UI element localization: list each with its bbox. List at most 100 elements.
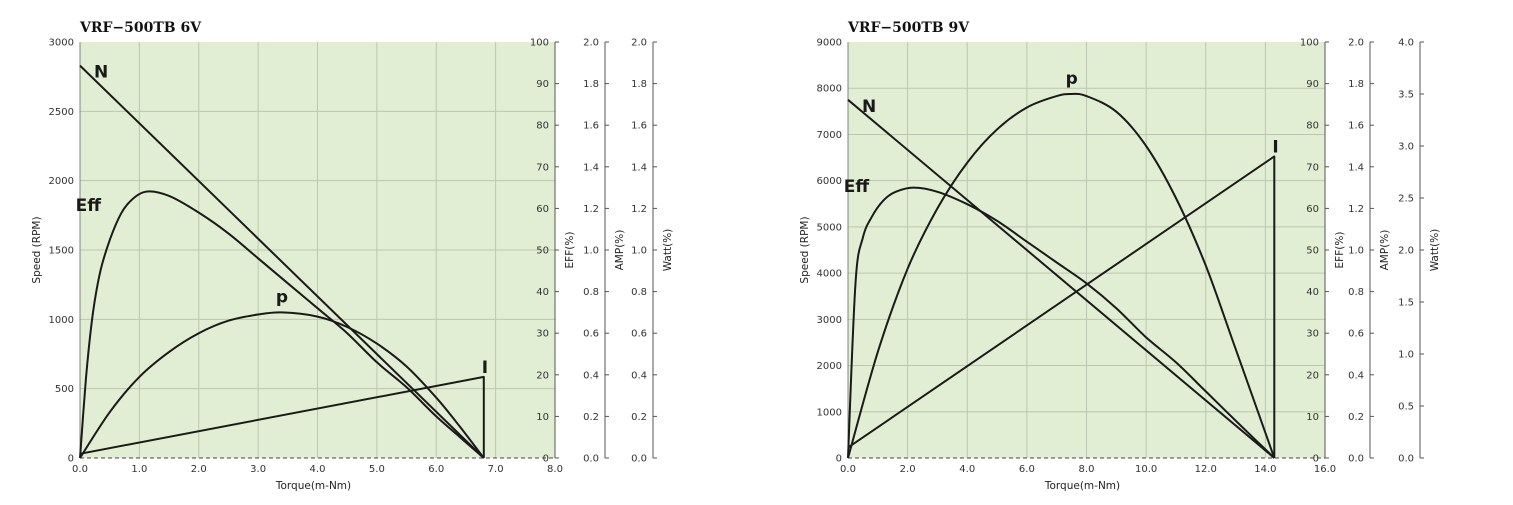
secondary-tick-label: 2.0 — [1398, 246, 1414, 257]
secondary-tick-label: 10 — [1306, 412, 1319, 423]
secondary-axis-label: AMP(%) — [1379, 230, 1391, 271]
x-tick-label: 16.0 — [1314, 464, 1336, 475]
secondary-tick-label: 0 — [1313, 454, 1319, 465]
series-label-p: p — [276, 287, 288, 307]
secondary-tick-label: 50 — [536, 246, 549, 257]
secondary-tick-label: 0.0 — [1348, 454, 1364, 465]
series-line-i — [79, 375, 485, 458]
y-tick-label: 8000 — [817, 84, 842, 95]
secondary-tick-label: 3.5 — [1398, 90, 1414, 101]
x-tick-label: 2.0 — [900, 464, 916, 475]
secondary-tick-label: 60 — [1306, 204, 1319, 215]
series-label-p: p — [1066, 69, 1078, 89]
secondary-tick-label: 0.0 — [631, 454, 647, 465]
secondary-axis-label: Watt(%) — [662, 229, 674, 272]
series-label-eff: Eff — [844, 177, 870, 197]
series-line-p — [847, 92, 1276, 459]
x-tick-label: 0.0 — [72, 464, 88, 475]
secondary-tick-label: 0.8 — [631, 287, 647, 298]
y-tick-label: 3000 — [817, 315, 842, 326]
secondary-tick-label: 100 — [530, 38, 549, 49]
secondary-tick-label: 1.2 — [583, 204, 599, 215]
x-tick-label: 3.0 — [250, 464, 266, 475]
secondary-tick-label: 3.0 — [1398, 142, 1414, 153]
secondary-axis-label: EFF(%) — [1334, 232, 1346, 269]
x-tick-label: 12.0 — [1195, 464, 1217, 475]
secondary-tick-label: 2.5 — [1398, 194, 1414, 205]
x-tick-label: 0.0 — [840, 464, 856, 475]
secondary-tick-label: 60 — [536, 204, 549, 215]
secondary-tick-label: 1.6 — [1348, 121, 1364, 132]
secondary-tick-label: 0.8 — [1348, 287, 1364, 298]
secondary-tick-label: 1.0 — [583, 246, 599, 257]
chart-title: VRF−500TB 6V — [79, 20, 202, 36]
y-tick-label: 1000 — [49, 315, 74, 326]
y-axis-label: Speed (RPM) — [31, 216, 43, 283]
y-tick-label: 2000 — [49, 176, 74, 187]
secondary-tick-label: 0.2 — [583, 412, 599, 423]
secondary-tick-label: 80 — [536, 121, 549, 132]
secondary-tick-label: 2.0 — [631, 38, 647, 49]
x-tick-label: 5.0 — [369, 464, 385, 475]
x-tick-label: 6.0 — [428, 464, 444, 475]
x-tick-label: 10.0 — [1135, 464, 1157, 475]
secondary-tick-label: 0.0 — [1398, 454, 1414, 465]
secondary-tick-label: 1.8 — [583, 79, 599, 90]
secondary-tick-label: 0.6 — [583, 329, 599, 340]
series-label-i: I — [1272, 137, 1278, 157]
y-tick-label: 7000 — [817, 130, 842, 141]
x-tick-label: 7.0 — [488, 464, 504, 475]
secondary-tick-label: 1.2 — [631, 204, 647, 215]
secondary-tick-label: 50 — [1306, 246, 1319, 257]
secondary-tick-label: 1.5 — [1398, 298, 1414, 309]
series-line-n — [79, 64, 485, 459]
y-tick-label: 1500 — [49, 246, 74, 257]
secondary-tick-label: 10 — [536, 412, 549, 423]
series-line-eff — [847, 186, 1275, 459]
series-label-i: I — [482, 358, 488, 378]
chart-6v: VRF−500TB 6V 0.0 1.0 2.0 3.0 4.0 5.0 6.0 7.0 8.0… — [31, 20, 674, 492]
secondary-tick-label: 70 — [536, 162, 549, 173]
secondary-tick-label: 0.2 — [631, 412, 647, 423]
secondary-tick-label: 0.4 — [583, 370, 599, 381]
y-tick-label: 9000 — [817, 38, 842, 49]
series-line-n — [847, 99, 1275, 459]
secondary-tick-label: 1.6 — [631, 121, 647, 132]
x-tick-label: 8.0 — [1079, 464, 1095, 475]
y-tick-label: 500 — [55, 384, 74, 395]
secondary-axis-label: AMP(%) — [614, 230, 626, 271]
secondary-axis-label: Watt(%) — [1429, 229, 1441, 272]
series-label-eff: Eff — [76, 196, 102, 216]
y-tick-label: 0 — [836, 454, 842, 465]
series-label-n: N — [94, 63, 108, 83]
y-tick-label: 4000 — [817, 269, 842, 280]
secondary-tick-label: 70 — [1306, 162, 1319, 173]
y-tick-label: 6000 — [817, 176, 842, 187]
y-tick-label: 2000 — [817, 361, 842, 372]
x-tick-label: 4.0 — [310, 464, 326, 475]
secondary-tick-label: 0.6 — [1348, 329, 1364, 340]
chart-title: VRF−500TB 9V — [847, 20, 970, 36]
secondary-tick-label: 40 — [1306, 287, 1319, 298]
secondary-tick-label: 40 — [536, 287, 549, 298]
secondary-tick-label: 1.4 — [583, 162, 599, 173]
x-axis-label: Torque(m-Nm) — [275, 480, 351, 492]
series-label-n: N — [862, 97, 876, 117]
secondary-tick-label: 2.0 — [583, 38, 599, 49]
secondary-tick-label: 2.0 — [1348, 38, 1364, 49]
y-tick-label: 5000 — [817, 222, 842, 233]
secondary-tick-label: 90 — [1306, 79, 1319, 90]
x-tick-label: 2.0 — [191, 464, 207, 475]
secondary-tick-label: 1.0 — [1398, 350, 1414, 361]
secondary-tick-label: 4.0 — [1398, 38, 1414, 49]
series-line-eff — [79, 190, 485, 459]
secondary-tick-label: 1.8 — [1348, 79, 1364, 90]
secondary-tick-label: 80 — [1306, 121, 1319, 132]
secondary-tick-label: 1.8 — [631, 79, 647, 90]
secondary-tick-label: 0.4 — [631, 370, 647, 381]
secondary-tick-label: 0.4 — [1348, 370, 1364, 381]
secondary-tick-label: 0.6 — [631, 329, 647, 340]
secondary-tick-label: 1.6 — [583, 121, 599, 132]
secondary-tick-label: 100 — [1300, 38, 1319, 49]
y-tick-label: 1000 — [817, 407, 842, 418]
